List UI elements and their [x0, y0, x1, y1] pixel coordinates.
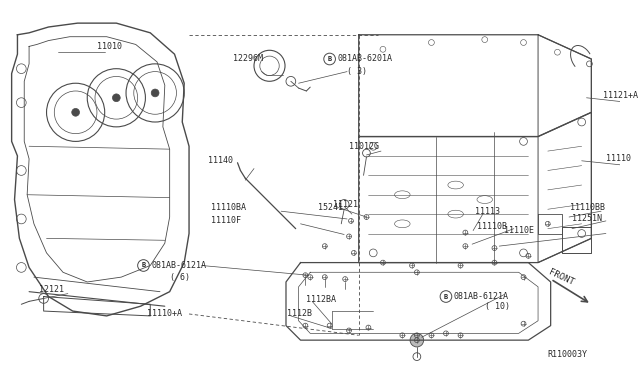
Text: 11110BA: 11110BA — [211, 203, 246, 212]
Text: 11010: 11010 — [97, 42, 122, 51]
Text: 12296M: 12296M — [233, 55, 262, 64]
Text: ( 10): ( 10) — [484, 302, 509, 311]
Text: 11113: 11113 — [475, 207, 500, 216]
Text: 1112BA: 1112BA — [307, 295, 337, 304]
Text: 15241: 15241 — [318, 203, 343, 212]
Text: 11012G: 11012G — [349, 142, 379, 151]
Text: 1112B: 1112B — [287, 310, 312, 318]
Text: 11121: 11121 — [333, 200, 358, 209]
Text: 11110: 11110 — [606, 154, 631, 163]
Text: 081AB-6201A: 081AB-6201A — [337, 55, 392, 64]
Text: 11140: 11140 — [209, 156, 234, 165]
Text: 11110E: 11110E — [504, 226, 534, 235]
Text: 081AB-6121A: 081AB-6121A — [151, 261, 206, 270]
Circle shape — [151, 89, 159, 97]
Text: 081AB-6121A: 081AB-6121A — [454, 292, 509, 301]
Text: 11251N: 11251N — [572, 215, 602, 224]
Text: 11110+A: 11110+A — [147, 310, 182, 318]
Text: B: B — [328, 56, 332, 62]
Circle shape — [410, 333, 424, 347]
Text: 11110BB: 11110BB — [570, 203, 605, 212]
Text: 11110F: 11110F — [211, 217, 241, 225]
Text: B: B — [141, 263, 146, 269]
Text: 11121+A: 11121+A — [603, 92, 638, 100]
Text: FRONT: FRONT — [547, 267, 575, 287]
Text: 11110B: 11110B — [477, 222, 507, 231]
Circle shape — [72, 109, 79, 116]
Text: ( 3): ( 3) — [347, 67, 367, 76]
Text: B: B — [444, 294, 448, 299]
Circle shape — [113, 94, 120, 102]
Text: 12121: 12121 — [39, 285, 64, 294]
Text: ( 6): ( 6) — [170, 273, 189, 282]
Text: R110003Y: R110003Y — [548, 350, 588, 359]
